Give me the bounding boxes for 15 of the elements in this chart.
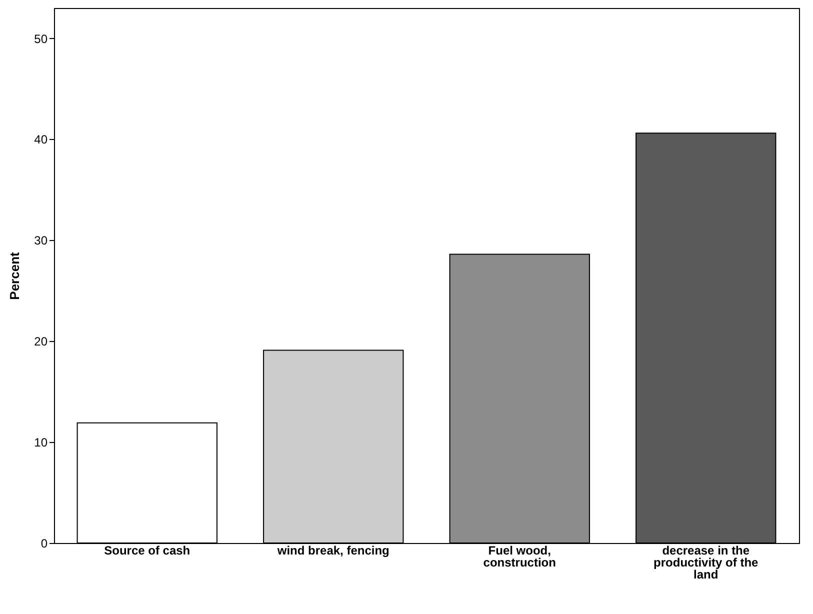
y-tick-label: 50 <box>34 32 48 46</box>
y-tick-label: 40 <box>34 132 48 147</box>
x-tick-label: wind break, fencing <box>276 544 390 558</box>
y-axis-title: Percent <box>7 251 22 300</box>
x-tick-label: Fuel wood, construction <box>483 544 556 570</box>
bar <box>263 350 404 544</box>
x-tick-label: decrease in the productivity of the land <box>654 544 759 582</box>
bar <box>636 132 776 544</box>
y-tick-label: 0 <box>40 536 48 550</box>
y-tick-label: 10 <box>34 436 48 450</box>
bar <box>449 254 590 544</box>
bar <box>76 422 218 544</box>
x-tick-label: Source of cash <box>104 544 190 558</box>
y-tick-label: 30 <box>34 234 48 248</box>
y-tick-label: 20 <box>34 334 48 349</box>
